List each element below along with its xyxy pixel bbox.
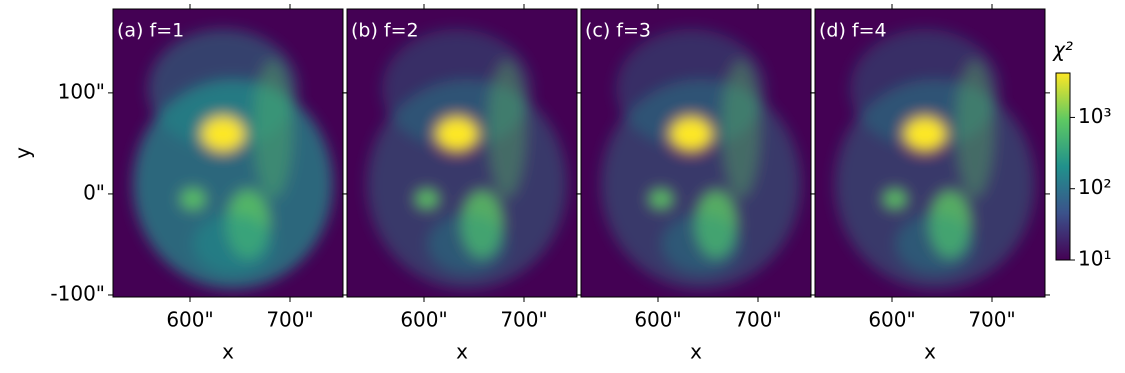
colorbar-tick-label: 10³	[1078, 104, 1111, 128]
colorbar-tick-label: 10²	[1078, 175, 1111, 199]
x-axis-label: x	[924, 340, 936, 364]
heatmap-blob	[435, 116, 479, 152]
heatmap-blob	[193, 214, 273, 274]
x-tick-label: 600"	[166, 308, 213, 332]
heatmap-structure	[367, 29, 567, 289]
x-axis-label: x	[690, 340, 702, 364]
panel-title: (c) f=3	[585, 20, 651, 42]
heatmap-blob	[721, 59, 761, 199]
panel-frame	[814, 8, 1046, 298]
x-axis-label: x	[222, 340, 234, 364]
x-tick-label: 700"	[968, 308, 1015, 332]
heatmap-image	[113, 9, 343, 297]
x-axis-label: x	[456, 340, 468, 364]
x-tick-label: 600"	[868, 308, 915, 332]
x-tick-label: 600"	[634, 308, 681, 332]
heatmap-blob	[427, 214, 507, 274]
heatmap-blob	[648, 188, 674, 210]
panel-title: (b) f=2	[351, 20, 419, 42]
y-tick-label: 0"	[83, 180, 105, 204]
heatmap-blob	[669, 116, 713, 152]
panel-frame	[580, 8, 812, 298]
heatmap-blob	[955, 59, 995, 199]
panel-title: (d) f=4	[819, 20, 887, 42]
heatmap-image	[815, 9, 1045, 297]
y-axis-label: y	[11, 147, 35, 159]
heatmap-blob	[903, 116, 947, 152]
x-tick-label: 700"	[266, 308, 313, 332]
y-tick-label: 100"	[58, 79, 105, 103]
heatmap-structure	[601, 29, 801, 289]
heatmap-blob	[201, 116, 245, 152]
heatmap-blob	[882, 188, 908, 210]
heatmap-blob	[414, 188, 440, 210]
x-tick-label: 700"	[500, 308, 547, 332]
x-tick-label: 700"	[734, 308, 781, 332]
heatmap-blob	[895, 214, 975, 274]
heatmap-image	[347, 9, 577, 297]
panel-frame	[346, 8, 578, 298]
heatmap-structure	[835, 29, 1035, 289]
colorbar-tick-label: 10¹	[1078, 247, 1111, 271]
heatmap-blob	[180, 188, 206, 210]
panel-title: (a) f=1	[117, 20, 184, 42]
colorbar	[1055, 72, 1071, 261]
heatmap-blob	[487, 59, 527, 199]
heatmap-blob	[253, 59, 293, 199]
heatmap-image	[581, 9, 811, 297]
colorbar-label: χ²	[1052, 38, 1073, 62]
heatmap-blob	[661, 214, 741, 274]
y-tick-label: -100"	[50, 281, 105, 305]
x-tick-label: 600"	[400, 308, 447, 332]
heatmap-structure	[133, 29, 333, 289]
panel-frame	[112, 8, 344, 298]
